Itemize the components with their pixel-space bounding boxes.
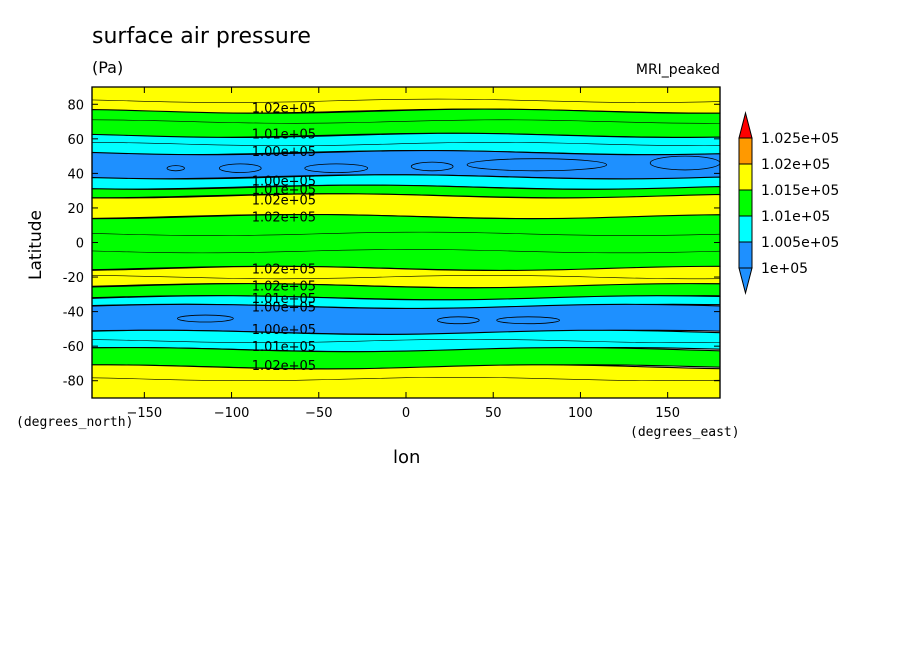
- x-tick-label: −150: [126, 406, 162, 421]
- colorbar-over-arrow: [738, 111, 753, 139]
- contour-line: [91, 231, 721, 236]
- contour-line: [91, 249, 721, 254]
- contour-label: 1.00e+05: [252, 145, 316, 160]
- contour-line: [91, 141, 721, 147]
- contour-label: 1.00e+05: [252, 174, 316, 189]
- contour-label: 1.00e+05: [252, 323, 316, 338]
- contour-line: [91, 338, 721, 344]
- colorbar-segment: [738, 215, 753, 243]
- colorbar-label: 1.02e+05: [761, 157, 830, 173]
- colorbar-label: 1e+05: [761, 261, 808, 277]
- closed-contour: [304, 163, 369, 173]
- chart-title: surface air pressure: [92, 24, 311, 49]
- contour-band: [91, 193, 721, 220]
- contour-label: 1.02e+05: [252, 193, 316, 208]
- y-tick-label: -20: [63, 271, 84, 286]
- contour-label: 1.01e+05: [252, 340, 316, 355]
- closed-contour: [437, 316, 480, 325]
- closed-contour: [410, 161, 454, 172]
- contour-label: 1.01e+05: [252, 128, 316, 143]
- contour-band: [91, 108, 721, 139]
- colorbar-segment: [738, 241, 753, 269]
- colorbar-label: 1.025e+05: [761, 131, 839, 147]
- colorbar-segment: [738, 137, 753, 165]
- contour-label: 1.02e+05: [252, 280, 316, 295]
- contour-label: 1.01e+05: [252, 292, 316, 307]
- x-tick-label: −100: [214, 406, 250, 421]
- y-tick-label: 60: [67, 133, 84, 148]
- closed-contour: [496, 316, 560, 325]
- contour-line: [91, 275, 721, 280]
- y-tick-label: -40: [63, 306, 84, 321]
- contour-line: [91, 119, 721, 124]
- contour-label: 1.02e+05: [252, 211, 316, 226]
- contour-label: 1.01e+05: [252, 183, 316, 198]
- colorbar-label: 1.005e+05: [761, 235, 839, 251]
- contour-label: 1.02e+05: [252, 262, 316, 277]
- x-tick-label: 50: [485, 406, 502, 421]
- closed-contour: [218, 163, 262, 173]
- colorbar-under-arrow: [738, 267, 753, 295]
- closed-contour: [166, 165, 185, 172]
- colorbar-label: 1.01e+05: [761, 209, 830, 225]
- closed-contour: [177, 314, 234, 323]
- model-name: MRI_peaked: [635, 62, 720, 78]
- y-tick-label: 40: [67, 167, 84, 182]
- y-tick-label: -80: [63, 375, 84, 390]
- y-axis-units: (degrees_north): [16, 415, 134, 430]
- colorbar-segment: [738, 163, 753, 191]
- y-tick-label: 80: [67, 98, 84, 113]
- x-axis-units: (degrees_east): [630, 425, 740, 440]
- contour-label: 1.02e+05: [252, 359, 316, 374]
- x-tick-label: 0: [402, 406, 410, 421]
- y-tick-label: 20: [67, 202, 84, 217]
- colorbar-segment: [738, 189, 753, 217]
- x-tick-label: −50: [305, 406, 332, 421]
- contour-label: 1.02e+05: [252, 102, 316, 117]
- chart-units: (Pa): [92, 58, 124, 77]
- contour-line: [91, 98, 721, 103]
- x-tick-label: 150: [655, 406, 680, 421]
- y-tick-label: -60: [63, 340, 84, 355]
- colorbar-label: 1.015e+05: [761, 183, 839, 199]
- x-axis-label: lon: [393, 447, 421, 468]
- closed-contour: [466, 158, 608, 172]
- contour-band: [91, 213, 721, 272]
- y-tick-label: 0: [76, 237, 84, 252]
- x-tick-label: 100: [568, 406, 593, 421]
- contour-line: [91, 376, 721, 382]
- contour-label: 1.00e+05: [252, 300, 316, 315]
